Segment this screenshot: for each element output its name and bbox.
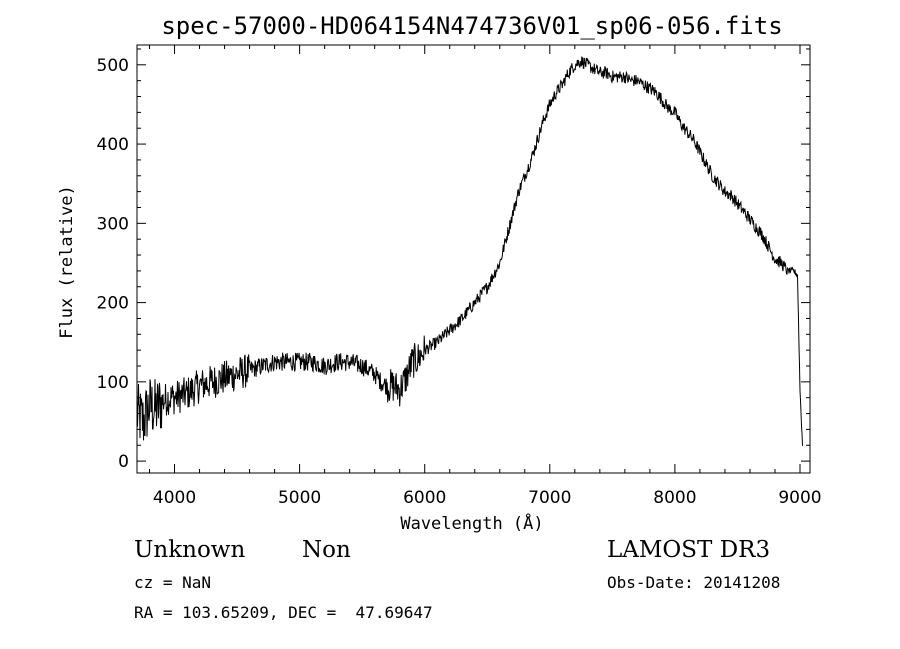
y-tick-label: 500 bbox=[97, 56, 129, 76]
axis-tick-labels: 4000 5000 6000 7000 8000 9000 0 100 200 300 400 500 bbox=[97, 56, 822, 508]
plot-frame bbox=[136, 44, 811, 474]
redshift-label: cz = NaN bbox=[134, 573, 212, 592]
y-tick-label: 200 bbox=[97, 294, 129, 314]
y-tick-label: 300 bbox=[97, 214, 129, 234]
y-tick-label: 100 bbox=[97, 373, 129, 393]
x-axis-label: Wavelength (Å) bbox=[400, 512, 543, 534]
coordinates-label: RA = 103.65209, DEC = 47.69647 bbox=[134, 603, 433, 622]
y-tick-label: 400 bbox=[97, 135, 129, 155]
x-tick-label: 9000 bbox=[778, 488, 821, 508]
chart-title: spec-57000-HD064154N474736V01_sp06-056.f… bbox=[161, 12, 782, 40]
spectrum-line bbox=[136, 56, 803, 446]
x-tick-label: 8000 bbox=[653, 488, 696, 508]
object-type-label: Unknown bbox=[134, 537, 246, 563]
axis-ticks bbox=[137, 45, 810, 473]
x-tick-label: 7000 bbox=[528, 488, 571, 508]
x-tick-label: 5000 bbox=[278, 488, 321, 508]
obs-date-label: Obs-Date: 20141208 bbox=[607, 573, 781, 592]
subclass-label: Non bbox=[302, 537, 351, 563]
x-tick-label: 4000 bbox=[153, 488, 196, 508]
x-tick-label: 6000 bbox=[403, 488, 446, 508]
y-tick-label: 0 bbox=[118, 452, 129, 472]
y-axis-label: Flux (relative) bbox=[57, 185, 77, 339]
survey-label: LAMOST DR3 bbox=[607, 537, 771, 563]
